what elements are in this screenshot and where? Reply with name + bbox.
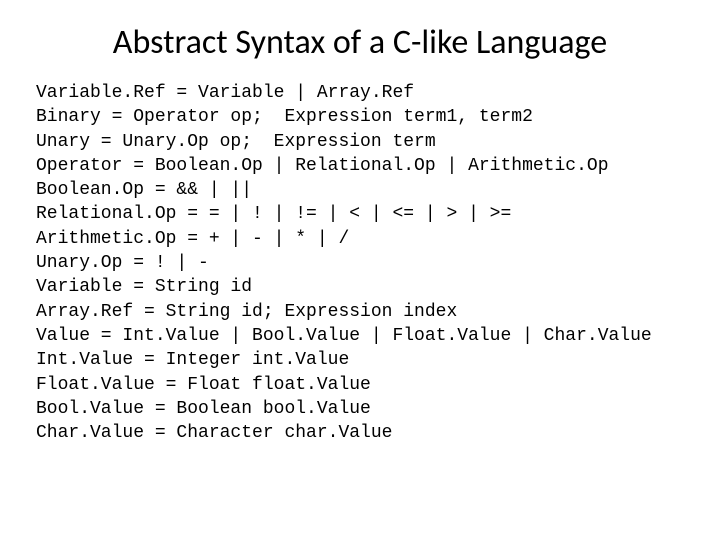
- slide: Abstract Syntax of a C-like Language Var…: [0, 0, 720, 540]
- grammar-line: Relational.Op = = | ! | != | < | <= | > …: [36, 204, 511, 224]
- grammar-line: Array.Ref = String id; Expression index: [36, 302, 457, 322]
- grammar-line: Variable.Ref = Variable | Array.Ref: [36, 83, 414, 103]
- grammar-line: Arithmetic.Op = + | - | * | /: [36, 229, 349, 249]
- grammar-line: Binary = Operator op; Expression term1, …: [36, 107, 533, 127]
- grammar-line: Operator = Boolean.Op | Relational.Op | …: [36, 156, 609, 176]
- grammar-line: Unary.Op = ! | -: [36, 253, 209, 273]
- grammar-line: Float.Value = Float float.Value: [36, 375, 371, 395]
- grammar-line: Int.Value = Integer int.Value: [36, 350, 349, 370]
- grammar-line: Variable = String id: [36, 277, 252, 297]
- grammar-line: Char.Value = Character char.Value: [36, 423, 392, 443]
- slide-title: Abstract Syntax of a C-like Language: [36, 22, 684, 63]
- grammar-line: Bool.Value = Boolean bool.Value: [36, 399, 371, 419]
- grammar-line: Unary = Unary.Op op; Expression term: [36, 132, 436, 152]
- grammar-line: Boolean.Op = && | ||: [36, 180, 252, 200]
- grammar-line: Value = Int.Value | Bool.Value | Float.V…: [36, 326, 652, 346]
- grammar-block: Variable.Ref = Variable | Array.Ref Bina…: [36, 81, 684, 445]
